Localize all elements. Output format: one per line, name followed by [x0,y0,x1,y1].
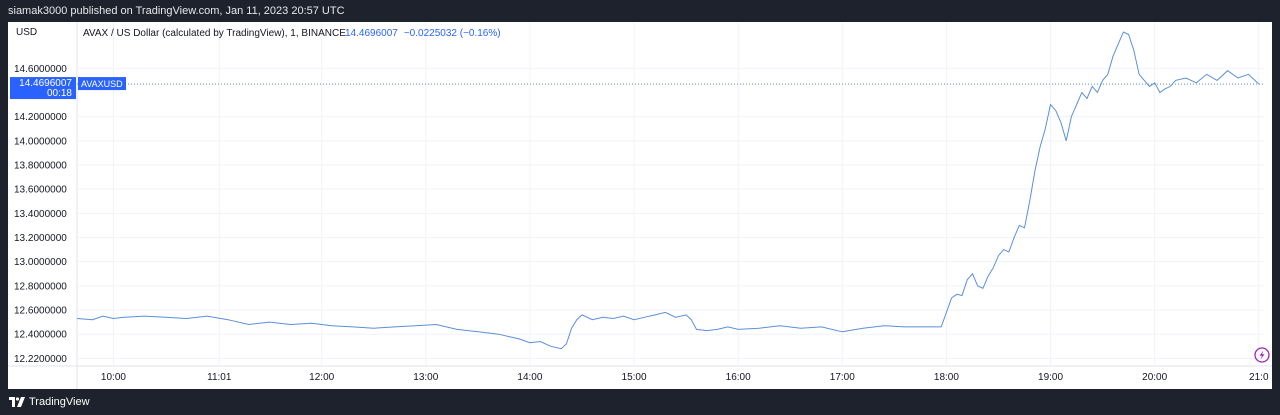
brand-label: TradingView [29,396,90,408]
lightning-icon[interactable] [1254,347,1270,363]
last-price-badge-value: 14.4696007 [19,78,72,89]
symbol-tag: AVAXUSD [81,79,123,89]
y-axis-unit-label: USD [16,27,37,38]
x-tick-label: 14:00 [517,372,542,383]
y-tick-label: 12.6000000 [14,306,67,317]
x-tick-label: 15:00 [622,372,647,383]
tradingview-brand[interactable]: TradingView [9,396,90,408]
x-tick-label: 20:00 [1142,372,1167,383]
price-chart[interactable]: 12.2200000 12.4000000 12.6000000 12.8000000… [8,22,1272,389]
x-tick-label: 13:00 [413,372,438,383]
y-tick-label: 12.8000000 [14,281,67,292]
last-price-badge: 14.4696007 00:18 AVAXUSD [10,77,126,100]
symbol-tag-bg [78,77,126,91]
x-tick-label: 19:00 [1038,372,1063,383]
legend-symbol: AVAX / US Dollar (calculated by TradingV… [83,28,346,39]
price-series-line [76,31,1260,350]
x-tick-label: 17:00 [830,372,855,383]
x-axis: 10:00 11:01 12:00 13:00 14:00 15:00 16:00 17:00… [101,372,1269,383]
x-tick-label: 12:00 [309,372,334,383]
legend-last-price: 14.4696007 [345,28,398,39]
x-tick-label: 21:0 [1249,372,1269,383]
published-text: siamak3000 published on TradingView.com,… [8,5,345,17]
top-bar: siamak3000 published on TradingView.com,… [0,0,1280,22]
y-tick-label: 13.0000000 [14,257,67,268]
y-tick-label: 12.4000000 [14,330,67,341]
last-price-badge-bg [10,77,76,100]
y-axis: 12.2200000 12.4000000 12.6000000 12.8000000… [14,64,67,365]
x-tick-label: 10:00 [101,372,126,383]
y-tick-label: 13.4000000 [14,209,67,220]
y-tick-label: 14.2000000 [14,112,67,123]
chart-frame [8,22,1272,389]
tradingview-logo-icon [9,397,25,407]
bottom-bar: TradingView [0,389,1280,415]
grid-lines [8,22,1272,389]
y-tick-label: 13.6000000 [14,185,67,196]
x-tick-label: 11:01 [207,372,232,383]
y-tick-label: 13.8000000 [14,160,67,171]
y-tick-label: 12.2200000 [14,354,67,365]
x-tick-label: 18:00 [934,372,959,383]
last-price-badge-countdown: 00:18 [47,88,72,99]
legend-change: −0.0225032 (−0.16%) [404,28,501,39]
y-tick-label: 14.0000000 [14,136,67,147]
y-tick-label: 14.6000000 [14,64,67,75]
y-tick-label: 13.2000000 [14,233,67,244]
x-tick-label: 16:00 [726,372,751,383]
